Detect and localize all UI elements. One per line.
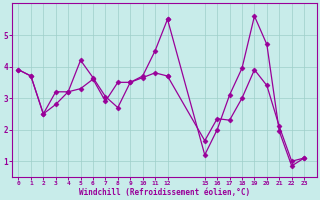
X-axis label: Windchill (Refroidissement éolien,°C): Windchill (Refroidissement éolien,°C) <box>79 188 250 197</box>
